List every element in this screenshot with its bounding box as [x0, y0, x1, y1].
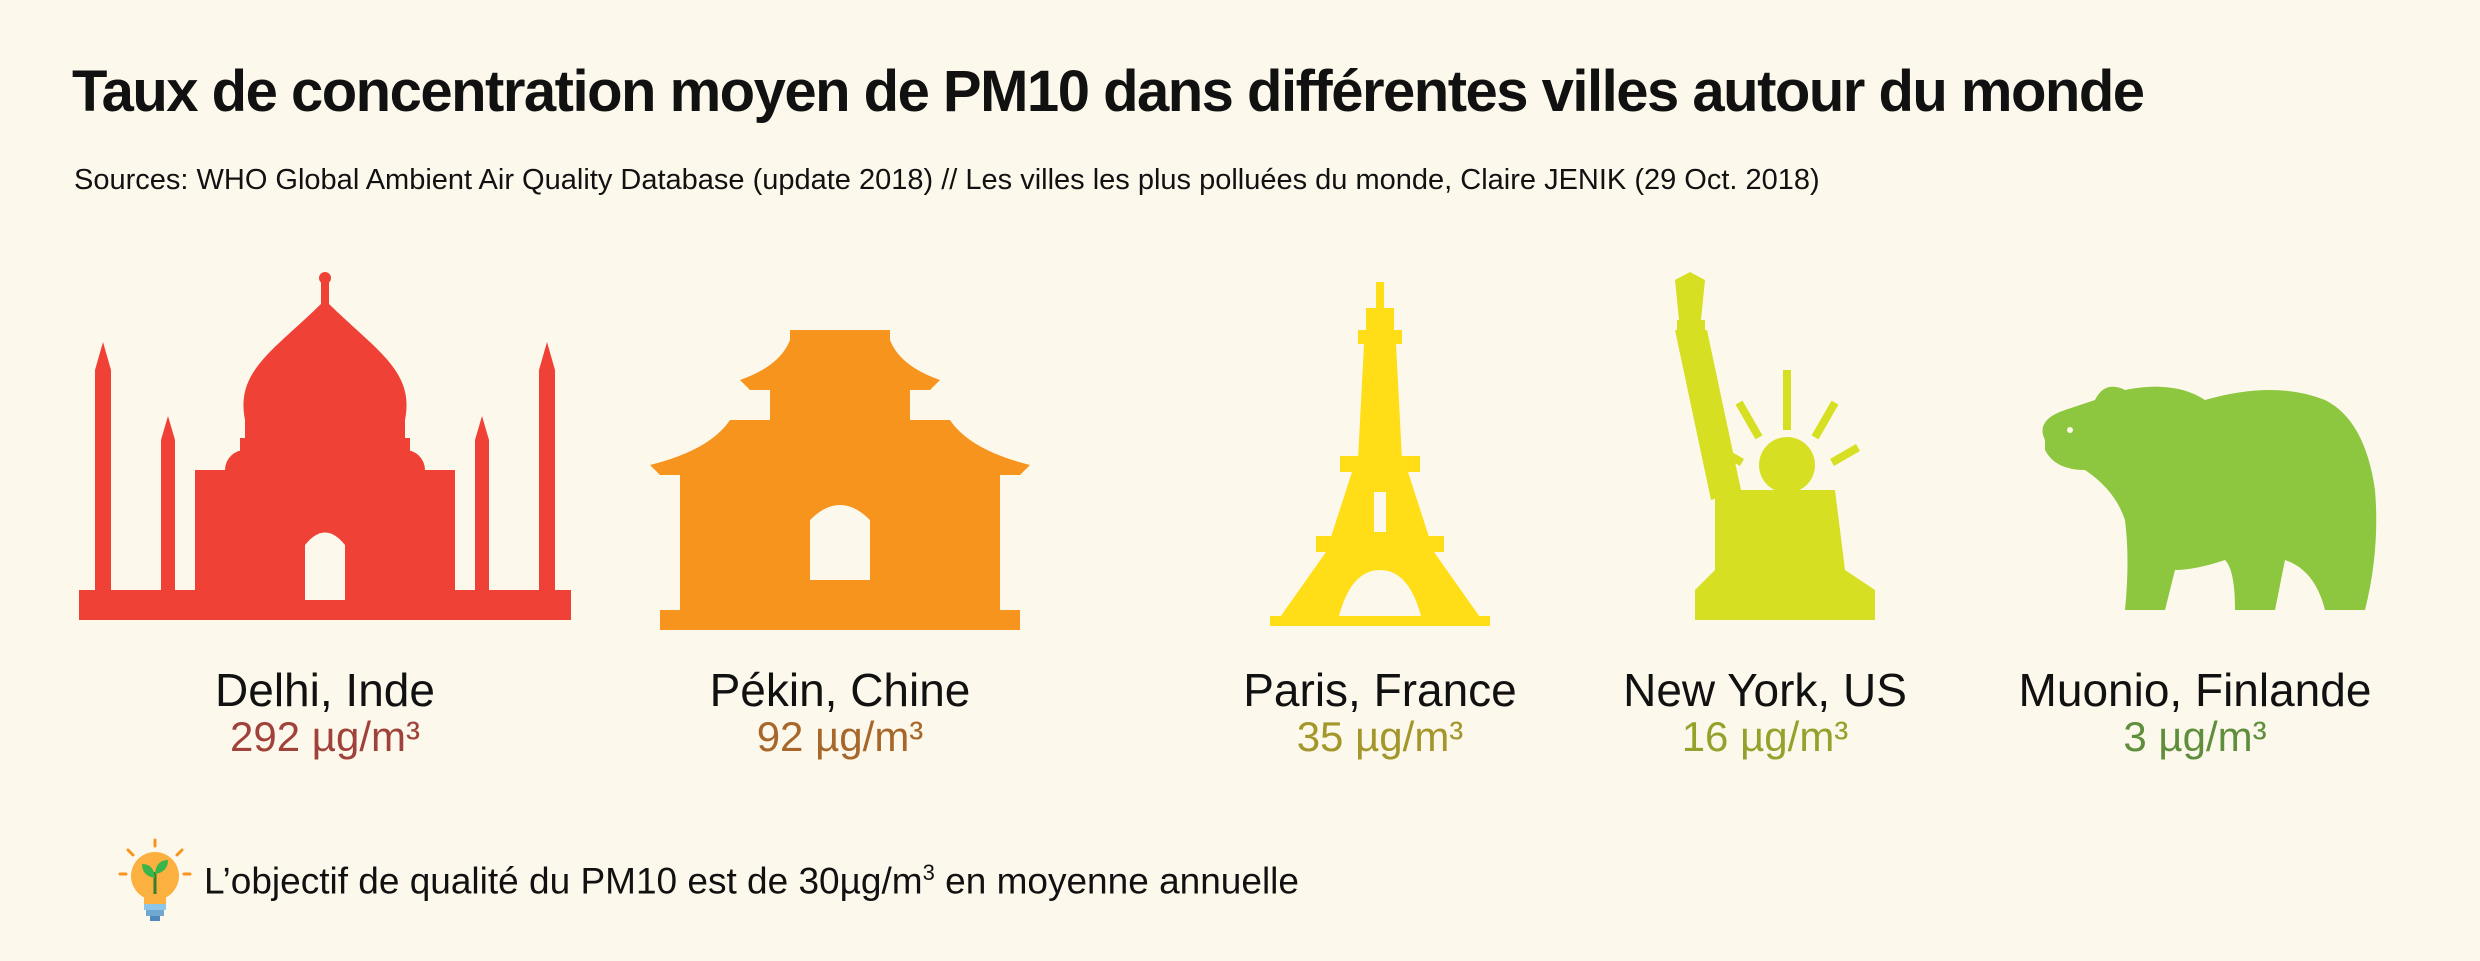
city-value: 292 µg/m³ — [230, 713, 420, 760]
chinese-gate-icon — [650, 330, 1030, 630]
city-paris: Paris, France 35 µg/m³ — [1100, 270, 1660, 760]
quality-objective-text: L’objectif de qualité du PM10 est de 30µ… — [204, 859, 1299, 902]
city-value: 35 µg/m³ — [1296, 713, 1464, 760]
city-value: 92 µg/m³ — [756, 713, 924, 760]
city-name: Paris, France — [1243, 664, 1517, 716]
city-name: Delhi, Inde — [215, 664, 435, 716]
taj-mahal-icon — [79, 272, 571, 620]
city-name: New York, US — [1623, 664, 1907, 716]
lightbulb-icon — [118, 838, 192, 921]
city-muonio: Muonio, Finlande 3 µg/m³ — [1915, 270, 2475, 760]
eiffel-tower-icon — [1270, 282, 1490, 626]
statue-of-liberty-icon — [1675, 272, 1875, 620]
city-name: Muonio, Finlande — [2018, 664, 2372, 716]
city-pekin: Pékin, Chine 92 µg/m³ — [560, 270, 1120, 760]
sources-note: Sources: WHO Global Ambient Air Quality … — [74, 164, 1820, 196]
quality-objective-note: L’objectif de qualité du PM10 est de 30µ… — [118, 836, 1299, 926]
city-value: 16 µg/m³ — [1681, 713, 1849, 760]
city-delhi: Delhi, Inde 292 µg/m³ — [45, 270, 605, 760]
page-title: Taux de concentration moyen de PM10 dans… — [72, 59, 2145, 124]
city-newyork: New York, US 16 µg/m³ — [1485, 270, 2045, 760]
city-name: Pékin, Chine — [709, 664, 971, 716]
bear-icon — [2042, 386, 2377, 610]
city-value: 3 µg/m³ — [2123, 713, 2267, 760]
